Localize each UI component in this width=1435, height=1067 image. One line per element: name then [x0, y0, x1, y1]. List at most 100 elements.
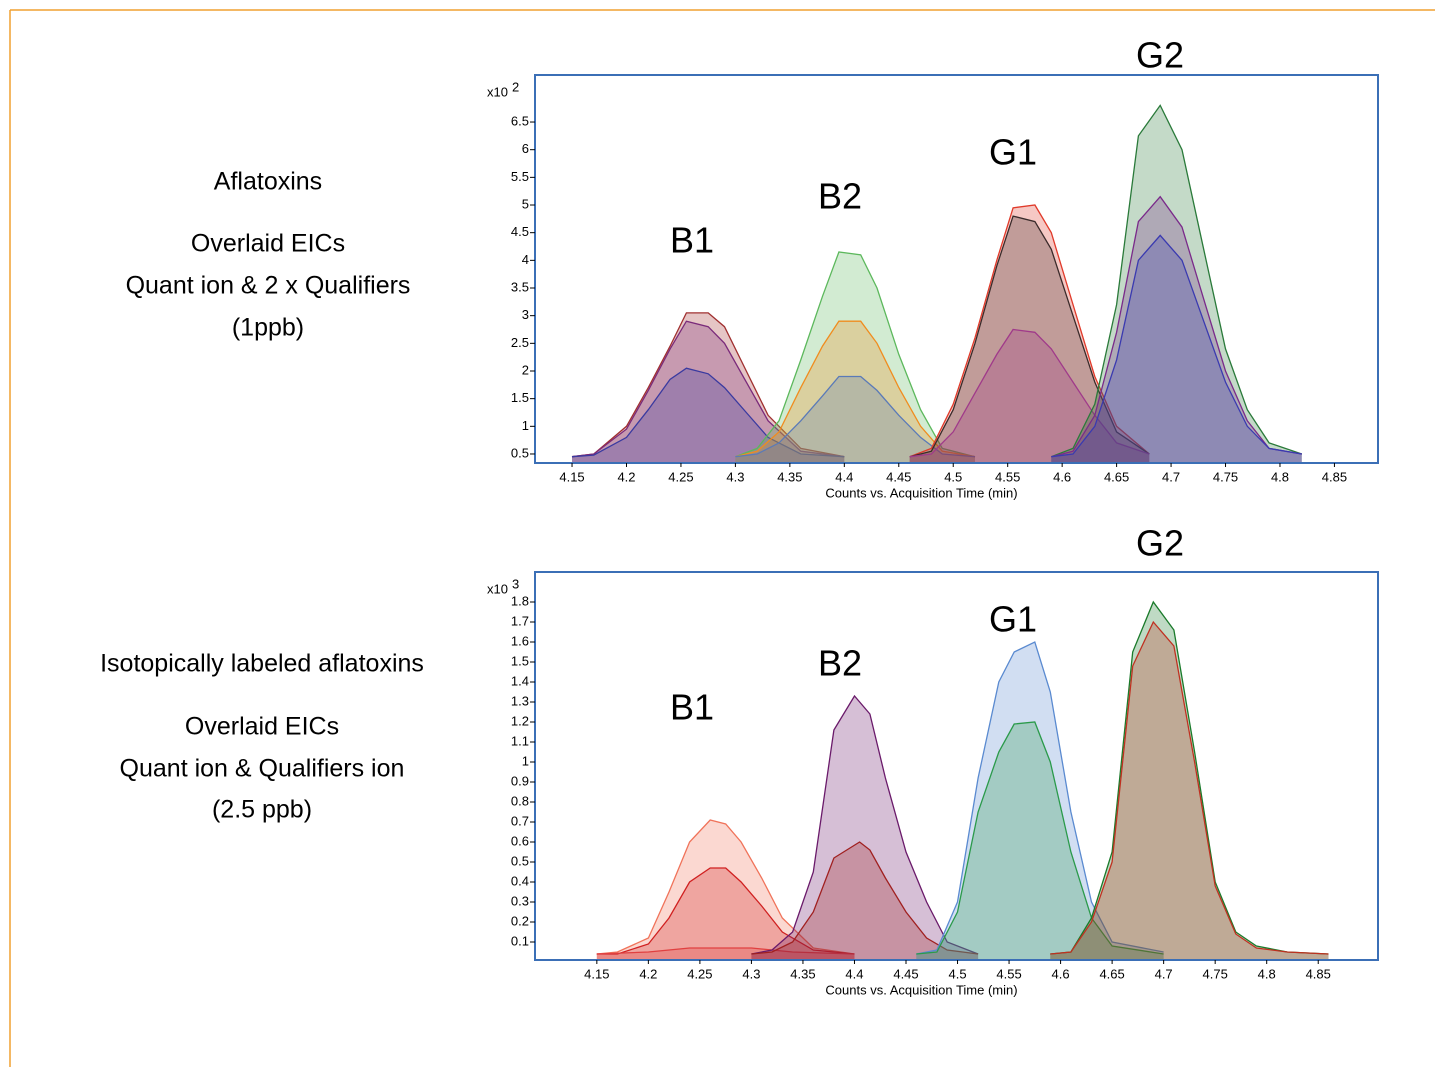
x-tick-label: 4.75	[1213, 469, 1238, 484]
peak-area	[909, 329, 1150, 463]
y-tick-label: 1.8	[511, 593, 529, 608]
y-tick-label: 5.5	[511, 169, 529, 184]
description-line: (1ppb)	[232, 314, 304, 342]
x-tick-label: 4.75	[1203, 966, 1228, 981]
description-line: Quant ion & 2 x Qualifiers	[126, 272, 411, 300]
x-tick-label: 4.45	[886, 469, 911, 484]
x-tick-label: 4.3	[726, 469, 744, 484]
peak-area	[572, 368, 845, 463]
peak-area	[916, 722, 1164, 960]
plot-border	[534, 74, 1379, 464]
x-tick-label: 4.7	[1155, 966, 1173, 981]
peak-area	[916, 642, 1164, 960]
y-scale-exponent: 3	[512, 576, 519, 591]
x-tick-label: 4.5	[948, 966, 966, 981]
y-tick-label: 4	[522, 252, 529, 267]
x-tick-label: 4.3	[742, 966, 760, 981]
y-tick-label: 3.5	[511, 279, 529, 294]
peak-label: B1	[670, 220, 714, 261]
y-scale-label: x10	[487, 84, 508, 99]
peak-line	[596, 867, 855, 955]
peak-area	[1051, 196, 1302, 463]
y-tick-label: 0.9	[511, 773, 529, 788]
peak-area	[751, 842, 979, 960]
plot-area	[571, 104, 1303, 463]
y-scale-label: x10	[487, 581, 508, 596]
peak-area	[735, 321, 976, 463]
y-tick-label: 1.1	[511, 733, 529, 748]
x-tick-label: 4.55	[996, 966, 1021, 981]
x-tick-label: 4.4	[835, 469, 853, 484]
peak-label: B2	[818, 176, 862, 217]
peak-line	[1051, 104, 1303, 458]
description-line: Isotopically labeled aflatoxins	[100, 650, 424, 678]
x-tick-label: 4.7	[1162, 469, 1180, 484]
peak-line	[1051, 234, 1302, 458]
peak-label: B2	[818, 643, 862, 684]
y-scale-exponent: 2	[512, 79, 519, 94]
peak-line	[1050, 600, 1329, 955]
peak-area	[1051, 105, 1302, 463]
y-tick-label: 0.1	[511, 933, 529, 948]
y-tick-label: 1.7	[511, 613, 529, 628]
description-line: (2.5 ppb)	[212, 796, 312, 824]
peak-area	[909, 205, 1150, 463]
y-tick-label: 0.4	[511, 873, 529, 888]
x-tick-label: 4.35	[777, 469, 802, 484]
x-tick-label: 4.2	[617, 469, 635, 484]
y-tick-label: 0.5	[511, 853, 529, 868]
peak-label: G2	[1136, 35, 1184, 76]
peak-line	[1050, 620, 1329, 955]
x-tick-label: 4.15	[584, 966, 609, 981]
description-line: Overlaid EICs	[191, 230, 345, 258]
peak-line	[916, 721, 1164, 955]
peak-line	[596, 947, 855, 955]
y-tick-label: 1.5	[511, 653, 529, 668]
peak-line	[735, 251, 976, 458]
description-line: Quant ion & Qualifiers ion	[120, 755, 405, 783]
y-tick-label: 5	[522, 196, 529, 211]
x-tick-label: 4.85	[1306, 966, 1331, 981]
x-tick-label: 4.45	[893, 966, 918, 981]
x-axis-label: Counts vs. Acquisition Time (min)	[825, 982, 1017, 997]
y-tick-label: 6.5	[511, 113, 529, 128]
peak-area	[572, 321, 845, 463]
peak-line	[751, 841, 979, 955]
peak-area	[1051, 235, 1302, 463]
x-tick-label: 4.5	[944, 469, 962, 484]
x-tick-label: 4.8	[1271, 469, 1289, 484]
y-tick-label: 0.6	[511, 833, 529, 848]
x-tick-label: 4.55	[995, 469, 1020, 484]
description-line: Aflatoxins	[214, 168, 322, 196]
peak-area	[735, 376, 976, 463]
y-tick-label: 0.2	[511, 913, 529, 928]
description-line: Overlaid EICs	[185, 713, 339, 741]
peak-label: G2	[1136, 523, 1184, 564]
x-tick-label: 4.65	[1104, 469, 1129, 484]
peak-line	[735, 320, 976, 458]
peak-label: G1	[989, 132, 1037, 173]
y-tick-label: 1	[522, 418, 529, 433]
y-tick-label: 3	[522, 307, 529, 322]
y-tick-label: 1.2	[511, 713, 529, 728]
x-tick-label: 4.35	[790, 966, 815, 981]
peak-area	[909, 216, 1150, 463]
peak-area	[1050, 622, 1329, 960]
y-tick-label: 0.3	[511, 893, 529, 908]
peak-line	[1051, 195, 1302, 458]
y-tick-label: 1.3	[511, 693, 529, 708]
peak-line	[571, 320, 845, 458]
x-tick-label: 4.2	[639, 966, 657, 981]
x-tick-label: 4.25	[668, 469, 693, 484]
x-tick-label: 4.65	[1099, 966, 1124, 981]
y-tick-label: 0.7	[511, 813, 529, 828]
y-tick-label: 1	[522, 753, 529, 768]
peak-area	[596, 820, 855, 960]
peak-line	[751, 694, 979, 955]
peak-area	[1050, 602, 1329, 960]
y-tick-label: 2.5	[511, 335, 529, 350]
peak-line	[571, 312, 845, 458]
x-tick-label: 4.4	[845, 966, 863, 981]
peak-label: B1	[670, 687, 714, 728]
